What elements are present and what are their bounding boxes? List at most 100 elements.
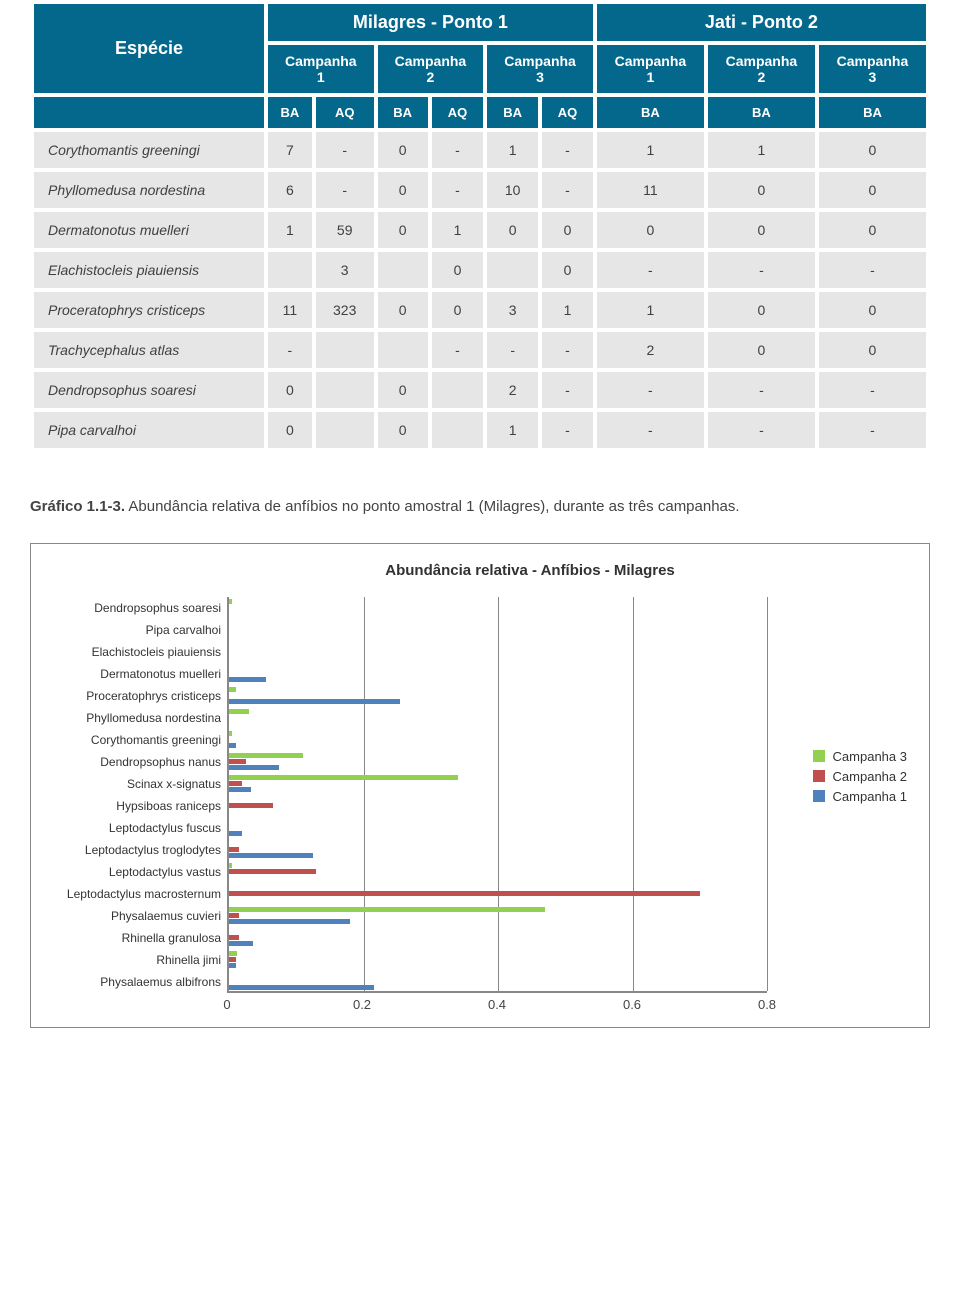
y-label: Rhinella granulosa <box>47 927 227 949</box>
bar-group <box>229 663 767 685</box>
legend-label: Campanha 2 <box>833 769 907 784</box>
bar-c2 <box>229 957 236 962</box>
m2-aq: AQ <box>432 97 484 128</box>
species-cell: Trachycephalus atlas <box>34 332 264 368</box>
value-cell: 3 <box>487 292 538 328</box>
species-cell: Phyllomedusa nordestina <box>34 172 264 208</box>
value-cell: 0 <box>432 252 484 288</box>
legend-label: Campanha 3 <box>833 749 907 764</box>
bar-c1 <box>229 831 242 836</box>
value-cell: 0 <box>819 292 926 328</box>
value-cell: 2 <box>597 332 704 368</box>
bar-c3 <box>229 951 237 956</box>
bar-c3 <box>229 863 232 868</box>
legend-swatch <box>813 790 825 802</box>
value-cell: 0 <box>542 212 593 248</box>
value-cell: - <box>542 132 593 168</box>
value-cell <box>432 412 484 448</box>
bar-c1 <box>229 853 313 858</box>
legend-swatch <box>813 770 825 782</box>
table-row: Trachycephalus atlas----200 <box>34 332 926 368</box>
bar-group <box>229 817 767 839</box>
value-cell: 0 <box>378 212 428 248</box>
j2-ba: BA <box>708 97 815 128</box>
bar-c1 <box>229 765 279 770</box>
value-cell: 0 <box>708 172 815 208</box>
bar-c3 <box>229 687 236 692</box>
value-cell: 0 <box>708 212 815 248</box>
bar-c2 <box>229 869 316 874</box>
legend-item: Campanha 3 <box>813 749 907 764</box>
value-cell: 7 <box>268 132 312 168</box>
y-label: Hypsiboas raniceps <box>47 795 227 817</box>
x-tick-label: 0 <box>223 997 230 1012</box>
value-cell: - <box>542 332 593 368</box>
y-label: Scinax x-signatus <box>47 773 227 795</box>
m-camp2: Campanha 2 <box>378 45 484 93</box>
caption-label: Gráfico 1.1-3. <box>30 498 125 515</box>
value-cell <box>316 332 374 368</box>
value-cell: 0 <box>708 292 815 328</box>
x-axis-labels: 00.20.40.60.8 <box>227 997 767 1017</box>
m-camp1: Campanha 1 <box>268 45 374 93</box>
chart-title: Abundância relativa - Anfíbios - Milagre… <box>47 562 913 579</box>
bar-group <box>229 795 767 817</box>
bar-c3 <box>229 599 232 604</box>
bar-c2 <box>229 913 239 918</box>
value-cell: 0 <box>819 332 926 368</box>
value-cell: 1 <box>542 292 593 328</box>
value-cell: 0 <box>819 172 926 208</box>
bar-c2 <box>229 781 242 786</box>
bar-c3 <box>229 753 303 758</box>
value-cell <box>378 332 428 368</box>
x-tick-label: 0.8 <box>758 997 776 1012</box>
bar-group <box>229 839 767 861</box>
y-label: Leptodactylus fuscus <box>47 817 227 839</box>
value-cell: 323 <box>316 292 374 328</box>
value-cell: 6 <box>268 172 312 208</box>
bar-c1 <box>229 919 350 924</box>
bar-c2 <box>229 847 239 852</box>
y-label: Physalaemus albifrons <box>47 971 227 993</box>
value-cell: - <box>316 132 374 168</box>
value-cell: - <box>432 332 484 368</box>
y-label: Dendropsophus soaresi <box>47 597 227 619</box>
bar-group <box>229 861 767 883</box>
j-camp2: Campanha 2 <box>708 45 815 93</box>
abundance-chart: Abundância relativa - Anfíbios - Milagre… <box>30 543 930 1028</box>
bar-c1 <box>229 743 236 748</box>
j1-ba: BA <box>597 97 704 128</box>
value-cell: - <box>542 172 593 208</box>
bar-c3 <box>229 731 232 736</box>
j3-ba: BA <box>819 97 926 128</box>
value-cell: 1 <box>487 132 538 168</box>
value-cell: - <box>316 172 374 208</box>
value-cell: 0 <box>487 212 538 248</box>
legend-label: Campanha 1 <box>833 789 907 804</box>
bar-group <box>229 773 767 795</box>
value-cell: - <box>819 412 926 448</box>
value-cell: 0 <box>378 292 428 328</box>
sub-blank <box>34 97 264 128</box>
chart-caption: Gráfico 1.1-3. Abundância relativa de an… <box>30 496 930 519</box>
bar-c2 <box>229 803 273 808</box>
m1-ba: BA <box>268 97 312 128</box>
bar-group <box>229 641 767 663</box>
value-cell: 10 <box>487 172 538 208</box>
col-especie: Espécie <box>34 4 264 93</box>
value-cell: 0 <box>378 132 428 168</box>
value-cell <box>268 252 312 288</box>
y-label: Corythomantis greeningi <box>47 729 227 751</box>
value-cell: - <box>597 252 704 288</box>
species-cell: Corythomantis greeningi <box>34 132 264 168</box>
bar-group <box>229 685 767 707</box>
table-row: Dendropsophus soaresi002---- <box>34 372 926 408</box>
value-cell: 0 <box>378 172 428 208</box>
m2-ba: BA <box>378 97 428 128</box>
table-row: Elachistocleis piauiensis300--- <box>34 252 926 288</box>
group-jati: Jati - Ponto 2 <box>597 4 926 41</box>
value-cell: - <box>542 412 593 448</box>
value-cell <box>432 372 484 408</box>
bar-c1 <box>229 941 253 946</box>
value-cell: - <box>708 252 815 288</box>
